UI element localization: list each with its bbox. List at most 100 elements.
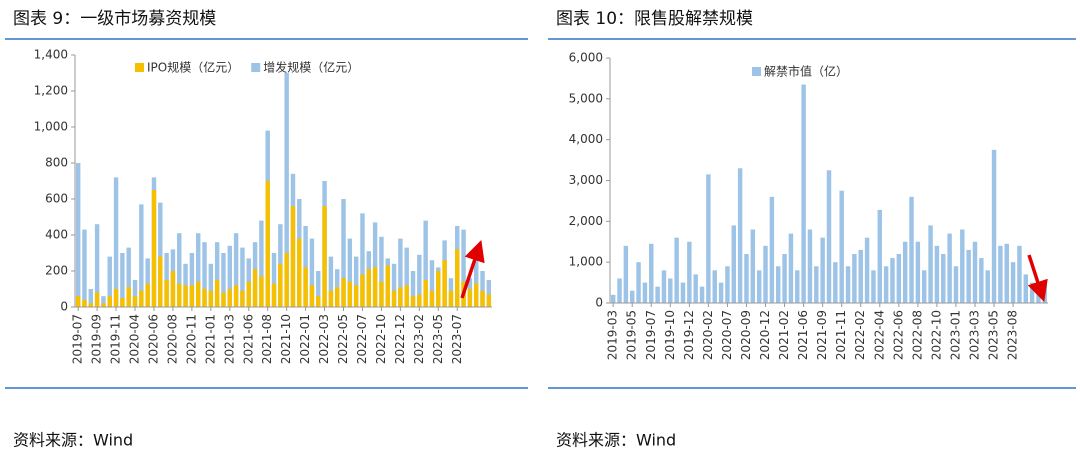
x-tick-label: 2023-03 bbox=[968, 310, 982, 360]
x-tick-label: 2023-07 bbox=[450, 314, 464, 364]
bar bbox=[347, 238, 353, 307]
bar bbox=[88, 303, 94, 307]
bar bbox=[998, 245, 1003, 303]
bar bbox=[896, 254, 902, 303]
y-tick-label: 1,200 bbox=[34, 84, 68, 98]
bar bbox=[132, 280, 138, 307]
x-tick-label: 2023-01 bbox=[948, 310, 962, 360]
bar bbox=[756, 270, 762, 303]
bar bbox=[1042, 284, 1048, 303]
bar bbox=[183, 285, 188, 307]
bar bbox=[170, 271, 176, 307]
bar bbox=[240, 290, 245, 307]
bar bbox=[480, 271, 485, 307]
bar bbox=[290, 206, 296, 307]
y-tick-label: 1,000 bbox=[569, 255, 603, 269]
bar bbox=[353, 285, 359, 307]
bar bbox=[953, 266, 959, 303]
bar bbox=[398, 287, 403, 307]
bar bbox=[979, 258, 984, 303]
bar bbox=[214, 280, 220, 307]
x-tick-label: 2020-12 bbox=[758, 310, 772, 360]
bar bbox=[82, 229, 87, 307]
bar bbox=[629, 290, 635, 303]
chart-title: 图表 10：限售股解禁规模 bbox=[556, 9, 753, 29]
bar bbox=[297, 238, 302, 307]
bar bbox=[617, 278, 622, 303]
bar bbox=[82, 299, 87, 307]
bar bbox=[139, 290, 144, 307]
bar bbox=[448, 290, 454, 307]
bar bbox=[341, 199, 346, 307]
x-tick-label: 2023-02 bbox=[412, 314, 426, 364]
bar bbox=[858, 249, 863, 303]
bar bbox=[473, 283, 479, 307]
bar bbox=[744, 254, 749, 303]
bar bbox=[139, 204, 144, 307]
bar bbox=[883, 266, 889, 303]
x-tick-label: 2022-02 bbox=[853, 310, 867, 360]
bar bbox=[151, 190, 157, 307]
bar bbox=[164, 280, 169, 307]
x-tick-label: 2022-03 bbox=[317, 314, 331, 364]
x-tick-label: 2021-03 bbox=[222, 314, 236, 364]
bar bbox=[649, 243, 654, 303]
bar bbox=[75, 163, 81, 307]
x-tick-label: 2023-08 bbox=[1006, 310, 1020, 360]
y-tick-label: 800 bbox=[45, 156, 68, 170]
bar bbox=[233, 285, 239, 307]
bar bbox=[934, 245, 940, 303]
x-tick-label: 2023-05 bbox=[987, 310, 1001, 360]
bar bbox=[341, 278, 346, 307]
x-tick-label: 2021-09 bbox=[815, 310, 829, 360]
bar bbox=[309, 285, 315, 307]
bar bbox=[316, 296, 321, 307]
bar bbox=[221, 253, 226, 307]
bar bbox=[947, 233, 952, 303]
bar bbox=[909, 196, 914, 303]
bar bbox=[921, 270, 927, 303]
bar bbox=[636, 262, 641, 303]
x-tick-label: 2021-01 bbox=[203, 314, 217, 364]
bar bbox=[328, 256, 334, 307]
bar bbox=[1023, 274, 1029, 303]
bar bbox=[725, 266, 730, 303]
x-tick-label: 2020-09 bbox=[739, 310, 753, 360]
y-tick-label: 1,400 bbox=[34, 48, 68, 62]
x-tick-label: 2022-08 bbox=[910, 310, 924, 360]
bar bbox=[991, 149, 997, 303]
bar bbox=[410, 271, 416, 307]
bar bbox=[795, 270, 800, 303]
legend-label: 增发规模（亿元） bbox=[263, 60, 359, 75]
trend-arrow bbox=[1027, 254, 1048, 302]
bar bbox=[158, 256, 163, 307]
x-tick-label: 2019-05 bbox=[625, 310, 639, 360]
y-tick-label: 5,000 bbox=[569, 91, 603, 105]
bar bbox=[871, 270, 876, 303]
x-tick-label: 2022-01 bbox=[298, 314, 312, 364]
bar bbox=[769, 196, 775, 303]
bar bbox=[309, 238, 315, 307]
y-tick-label: 0 bbox=[595, 296, 603, 310]
bar bbox=[259, 220, 264, 307]
bar bbox=[252, 269, 258, 307]
bar bbox=[177, 283, 182, 307]
x-tick-label: 2022-05 bbox=[336, 314, 350, 364]
bar bbox=[404, 247, 409, 307]
y-tick-label: 600 bbox=[45, 192, 68, 206]
x-tick-label: 2022-10 bbox=[929, 310, 943, 360]
bar bbox=[718, 282, 724, 303]
bar bbox=[126, 247, 131, 307]
bar bbox=[661, 270, 667, 303]
bar bbox=[328, 290, 334, 307]
bar bbox=[385, 265, 390, 307]
bar bbox=[423, 280, 428, 307]
bar bbox=[642, 282, 648, 303]
bar bbox=[195, 233, 201, 307]
x-tick-label: 2021-08 bbox=[260, 314, 274, 364]
x-tick-label: 2021-11 bbox=[834, 310, 848, 360]
x-tick-label: 2020-02 bbox=[701, 310, 715, 360]
bar bbox=[852, 254, 857, 303]
y-tick-label: 200 bbox=[45, 264, 68, 278]
bar bbox=[972, 241, 978, 303]
